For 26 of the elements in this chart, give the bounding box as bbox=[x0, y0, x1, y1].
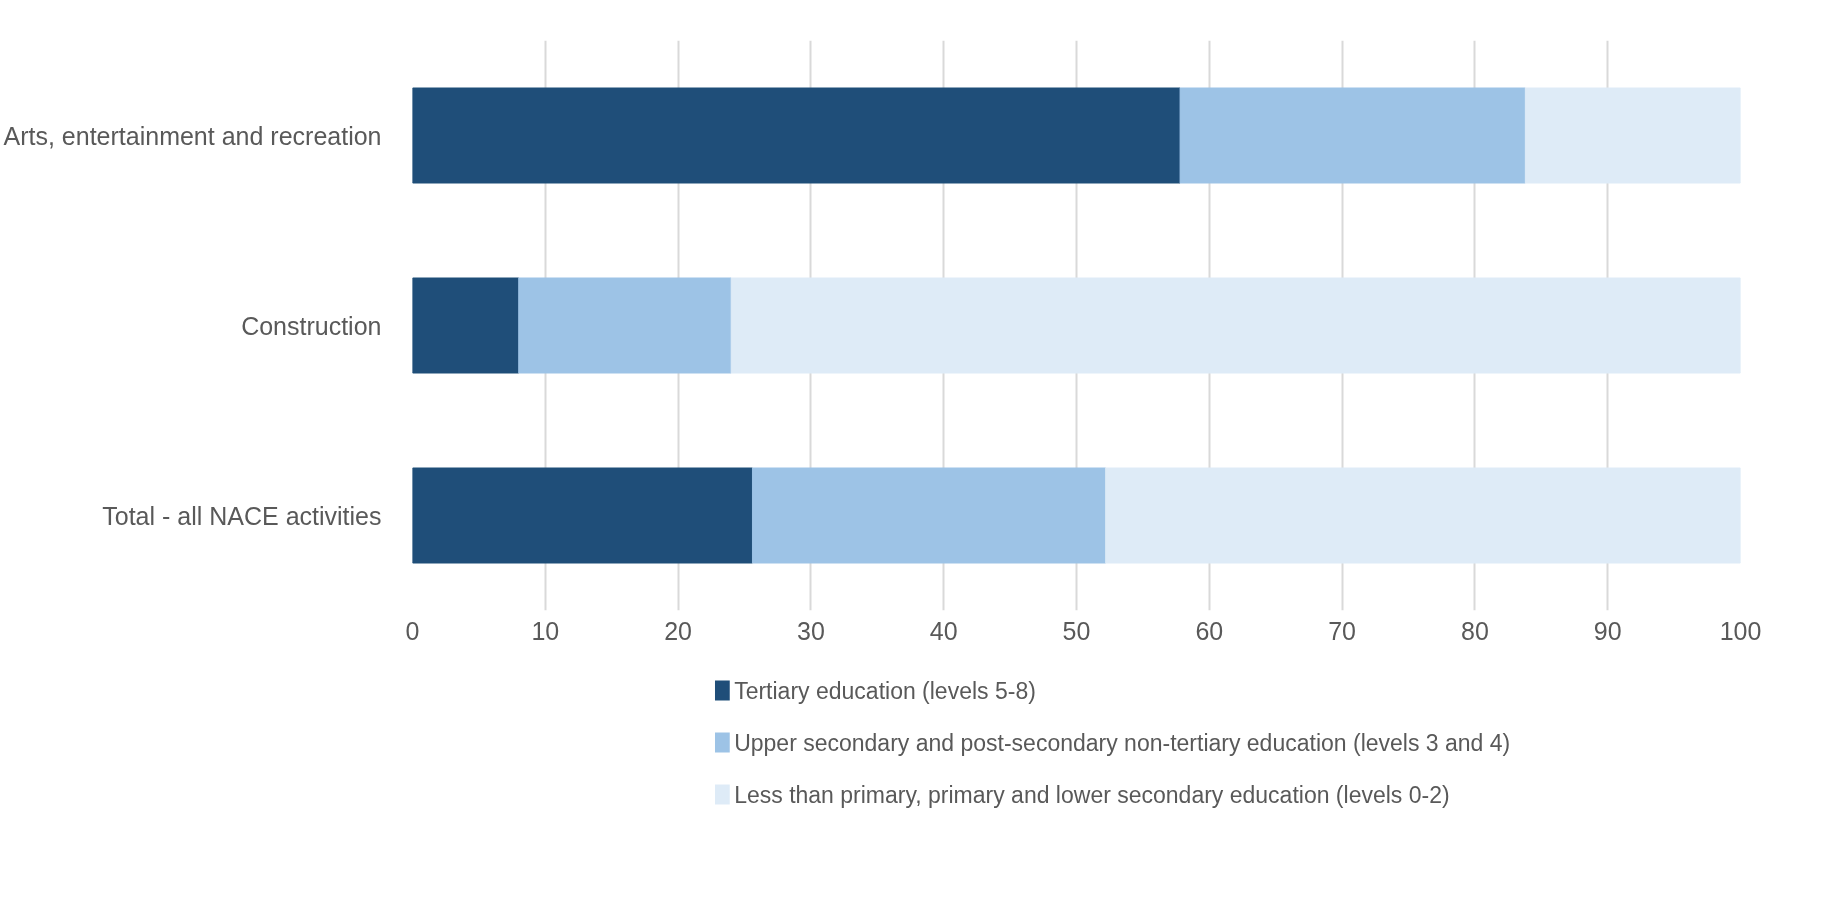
y-tick-label: Arts, entertainment and recreation bbox=[3, 121, 382, 150]
x-tick-label: 80 bbox=[1461, 616, 1489, 645]
legend-label: Tertiary education (levels 5-8) bbox=[734, 677, 1036, 704]
y-tick-label: Construction bbox=[241, 311, 382, 340]
x-tick-label: 30 bbox=[797, 616, 825, 645]
bar bbox=[1179, 87, 1526, 184]
bar bbox=[730, 277, 1741, 374]
bar bbox=[1105, 467, 1741, 564]
x-tick-label: 100 bbox=[1719, 616, 1762, 645]
x-tick-label: 50 bbox=[1062, 616, 1091, 645]
bar bbox=[1524, 87, 1741, 184]
x-tick-label: 40 bbox=[929, 616, 958, 645]
x-tick-label: 70 bbox=[1328, 616, 1357, 645]
bar bbox=[751, 467, 1107, 564]
bar bbox=[412, 277, 520, 374]
legend-label: Less than primary, primary and lower secondary education (levels 0-2) bbox=[734, 781, 1450, 808]
x-tick-label: 60 bbox=[1195, 616, 1224, 645]
bar bbox=[412, 87, 1181, 184]
legend-label: Upper secondary and post-secondary non-tertiary education (levels 3 and 4) bbox=[734, 729, 1511, 756]
x-tick-label: 90 bbox=[1593, 616, 1622, 645]
x-tick-label: 20 bbox=[664, 616, 693, 645]
x-tick-label: 0 bbox=[405, 616, 420, 645]
bar bbox=[412, 467, 753, 564]
bar bbox=[518, 277, 732, 374]
x-tick-label: 10 bbox=[531, 616, 560, 645]
y-tick-label: Total - all NACE activities bbox=[102, 501, 382, 530]
